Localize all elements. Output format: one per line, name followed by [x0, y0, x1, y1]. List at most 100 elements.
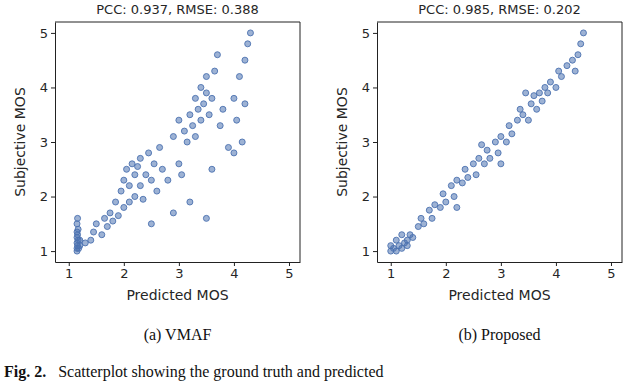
tick-label: 3	[497, 266, 505, 281]
point	[220, 106, 226, 112]
y-axis: 1 2 3 4 5	[40, 23, 56, 263]
point	[203, 215, 209, 221]
point	[536, 90, 542, 96]
tick: 4	[230, 262, 238, 281]
tick-label: 1	[40, 244, 48, 259]
point	[498, 161, 504, 167]
point	[225, 144, 231, 150]
point	[503, 139, 509, 145]
title: PCC: 0.937, RMSE: 0.388	[96, 2, 258, 17]
point	[104, 224, 110, 230]
caption-text: Scatterplot showing the ground truth and…	[58, 363, 383, 381]
axis-line	[377, 23, 378, 263]
subcaption: (b) Proposed	[458, 326, 540, 344]
tick-label: 4	[40, 80, 48, 95]
frame	[377, 22, 622, 23]
point	[181, 128, 187, 134]
point	[132, 172, 138, 178]
point	[575, 52, 581, 58]
tick-label: 4	[552, 266, 560, 281]
point	[525, 117, 531, 123]
point	[203, 74, 209, 80]
tick: 5	[40, 26, 55, 41]
point	[176, 117, 182, 123]
point	[121, 177, 127, 183]
tick-mark	[373, 87, 377, 88]
point	[209, 95, 215, 101]
point	[239, 139, 245, 145]
point	[539, 98, 545, 104]
point	[165, 177, 171, 183]
point	[126, 199, 132, 205]
point	[151, 161, 157, 167]
point	[459, 180, 465, 186]
point	[531, 93, 537, 99]
point	[578, 41, 584, 47]
point	[75, 226, 81, 232]
point	[426, 207, 432, 213]
tick-label: 5	[607, 266, 615, 281]
tick-label: 3	[40, 135, 48, 150]
tick: 5	[285, 262, 293, 281]
tick: 2	[362, 189, 377, 204]
point	[479, 142, 485, 148]
point	[558, 74, 564, 80]
tick-label: 4	[362, 80, 370, 95]
tick: 2	[40, 189, 55, 204]
point	[192, 134, 198, 140]
tick-mark	[373, 142, 377, 143]
point	[148, 221, 154, 227]
tick-label: 2	[120, 266, 128, 281]
point	[124, 166, 130, 172]
point	[399, 232, 405, 238]
point	[231, 95, 237, 101]
tick-mark	[51, 87, 55, 88]
x-axis-title: Predicted MOS	[448, 287, 550, 303]
tick-label: 4	[230, 266, 238, 281]
point	[82, 240, 88, 246]
point	[159, 166, 165, 172]
point	[75, 215, 81, 221]
point	[547, 79, 553, 85]
point	[118, 188, 124, 194]
point	[415, 224, 421, 230]
point	[137, 183, 143, 189]
point	[102, 215, 108, 221]
point	[514, 117, 520, 123]
point	[137, 155, 143, 161]
y-axis-title: Subjective MOS	[12, 87, 28, 197]
panel: 1234512345PCC: 0.937, RMSE: 0.388Predict…	[12, 2, 301, 344]
point	[487, 155, 493, 161]
subcaption: (a) VMAF	[144, 326, 212, 344]
point	[470, 161, 476, 167]
tick-mark	[51, 251, 55, 252]
point	[209, 166, 215, 172]
points	[388, 30, 587, 254]
point	[179, 172, 185, 178]
point	[473, 172, 479, 178]
point	[498, 134, 504, 140]
point	[170, 134, 176, 140]
point	[528, 101, 534, 107]
points	[74, 30, 253, 254]
tick-label: 3	[175, 266, 183, 281]
tick: 3	[497, 262, 505, 281]
title: PCC: 0.985, RMSE: 0.202	[418, 2, 580, 17]
axis-line	[378, 262, 623, 263]
tick: 1	[362, 244, 377, 259]
point	[509, 131, 515, 137]
axis-line	[55, 23, 56, 263]
tick: 3	[362, 135, 377, 150]
figure-caption: Fig. 2.Scatterplot showing the ground tr…	[4, 363, 383, 381]
point	[429, 215, 435, 221]
point	[99, 232, 105, 238]
point	[140, 196, 146, 202]
point	[545, 90, 551, 96]
point	[580, 30, 586, 36]
x-axis: 12345	[56, 262, 301, 281]
tick-mark	[373, 251, 377, 252]
point	[236, 74, 242, 80]
frame	[622, 22, 623, 262]
tick-label: 2	[362, 189, 370, 204]
point	[388, 243, 394, 249]
